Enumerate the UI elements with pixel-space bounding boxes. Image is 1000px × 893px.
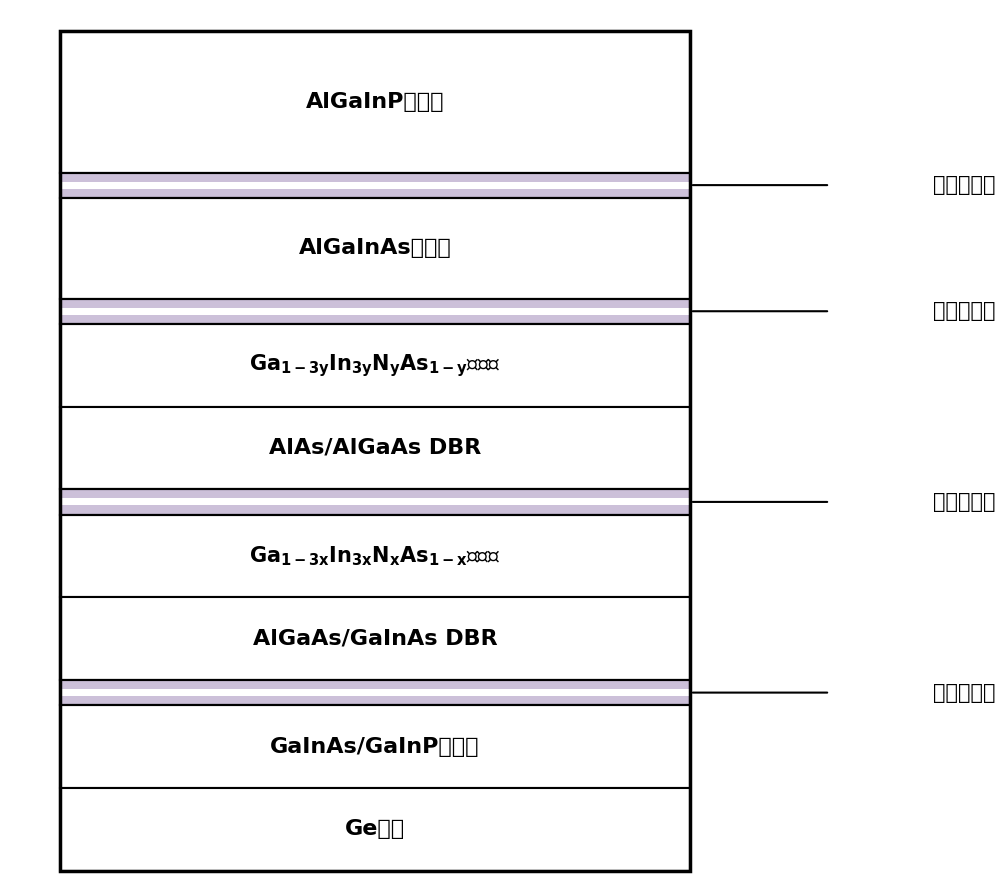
Text: AlGaInP子电池: AlGaInP子电池 xyxy=(306,92,444,112)
Bar xyxy=(60,324,690,406)
Text: AlGaAs/GaInAs DBR: AlGaAs/GaInAs DBR xyxy=(253,629,497,648)
Bar xyxy=(60,181,690,188)
Bar xyxy=(60,197,690,298)
Text: GaInAs/GaInP缓冲层: GaInAs/GaInP缓冲层 xyxy=(270,737,480,756)
Text: 第二階道结: 第二階道结 xyxy=(932,492,995,512)
Bar xyxy=(60,689,690,697)
Bar xyxy=(60,705,690,788)
Text: 第四階道结: 第四階道结 xyxy=(932,175,995,195)
Bar xyxy=(60,172,690,197)
Bar xyxy=(60,298,690,324)
Bar xyxy=(60,788,690,871)
Bar xyxy=(60,597,690,680)
Bar xyxy=(60,514,690,597)
Text: $\mathbf{Ga_{1-3x}In_{3x}N_xAs_{1-x}}$子电池: $\mathbf{Ga_{1-3x}In_{3x}N_xAs_{1-x}}$子电… xyxy=(249,544,501,568)
Text: Ge村底: Ge村底 xyxy=(345,819,405,839)
Bar xyxy=(60,680,690,705)
Bar xyxy=(60,308,690,314)
Text: 第三階道结: 第三階道结 xyxy=(932,301,995,321)
Text: 第一階道结: 第一階道结 xyxy=(932,682,995,703)
Text: AlGaInAs子电池: AlGaInAs子电池 xyxy=(299,238,451,258)
Text: AlAs/AlGaAs DBR: AlAs/AlGaAs DBR xyxy=(269,438,481,458)
Text: $\mathbf{Ga_{1-3y}In_{3y}N_yAs_{1-y}}$子电池: $\mathbf{Ga_{1-3y}In_{3y}N_yAs_{1-y}}$子电… xyxy=(249,352,501,379)
Bar xyxy=(60,489,690,514)
Bar xyxy=(60,31,690,172)
Bar xyxy=(60,31,690,871)
Bar xyxy=(60,406,690,489)
Bar xyxy=(60,498,690,505)
